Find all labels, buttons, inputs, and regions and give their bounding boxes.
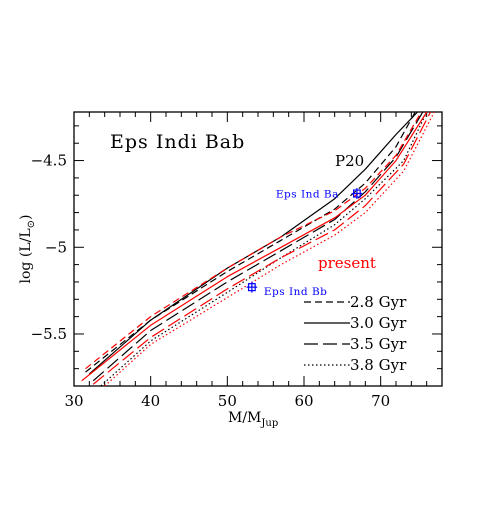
model-curves (81, 112, 435, 386)
y-axis-label-close: ) (18, 215, 34, 220)
x-tick-label: 40 (141, 392, 160, 410)
point-label: Eps Ind Bb (264, 286, 328, 298)
legend-label: 2.8 Gyr (350, 293, 407, 311)
point-label: Eps Ind Ba (276, 189, 339, 201)
legend: 2.8 Gyr 3.0 Gyr 3.5 Gyr 3.8 Gyr (304, 293, 407, 374)
x-tick-label: 70 (371, 392, 390, 410)
y-axis-label-sun: ⊙ (26, 220, 37, 228)
y-tick-label: −5 (45, 238, 67, 256)
x-tick-label: 50 (218, 392, 237, 410)
x-axis-label-main: M/M (228, 410, 261, 426)
y-tick-label: −5.5 (31, 325, 67, 343)
legend-label: 3.0 Gyr (350, 314, 407, 332)
model-label-p20: P20 (335, 152, 364, 170)
x-axis-label-sub: Jup (260, 418, 278, 429)
curve-present-dashed (85, 112, 422, 370)
y-tick-label: −4.5 (31, 152, 67, 170)
x-tick-label: 30 (64, 392, 83, 410)
curve-present-dotted (104, 112, 435, 386)
curve-p20-dashed (85, 112, 416, 373)
model-label-present: present (318, 254, 376, 272)
legend-label: 3.5 Gyr (350, 335, 407, 353)
legend-label: 3.8 Gyr (350, 356, 407, 374)
curve-present-solid (81, 112, 428, 382)
x-tick-label: 60 (294, 392, 313, 410)
curve-present-longdash (92, 112, 432, 385)
tick-labels: 30 40 50 60 70 −4.5 −5 −5.5 (31, 152, 391, 410)
curve-p20-dotted (100, 112, 428, 386)
x-axis-label: M/MJup (228, 410, 278, 429)
chart-title: Eps Indi Bab (110, 131, 245, 153)
curve-p20-longdash (92, 112, 424, 382)
y-axis-label-main: log (L/L (18, 228, 34, 283)
data-points: Eps Ind Ba Eps Ind Bb (246, 188, 363, 298)
axis-ticks (73, 112, 443, 387)
y-axis-label: log (L/L⊙) (18, 215, 37, 284)
curve-p20-solid (88, 112, 418, 375)
